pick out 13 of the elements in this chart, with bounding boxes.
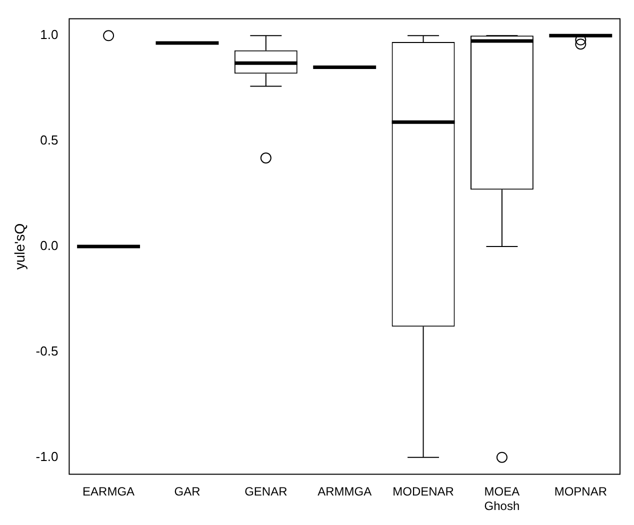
y-tick-label: 0.5 [40, 132, 58, 148]
x-tick-label: GAR [174, 484, 201, 499]
y-tick-label: 0.0 [40, 238, 58, 254]
x-tick-label: MOPNAR [554, 484, 608, 499]
x-tick-label: ARMMGA [318, 484, 372, 499]
x-tick-label: GENAR [244, 484, 288, 499]
x-tick-label: MODENAR [392, 484, 454, 499]
x-tick-label: EARMGA [82, 484, 135, 499]
y-axis-title: yule'sQ [11, 223, 28, 270]
x-tick-label: MOEA Ghosh [484, 484, 520, 514]
y-tick-label: -0.5 [36, 343, 58, 358]
y-tick-label: 1.0 [40, 27, 58, 42]
y-tick-label: -1.0 [36, 448, 58, 464]
